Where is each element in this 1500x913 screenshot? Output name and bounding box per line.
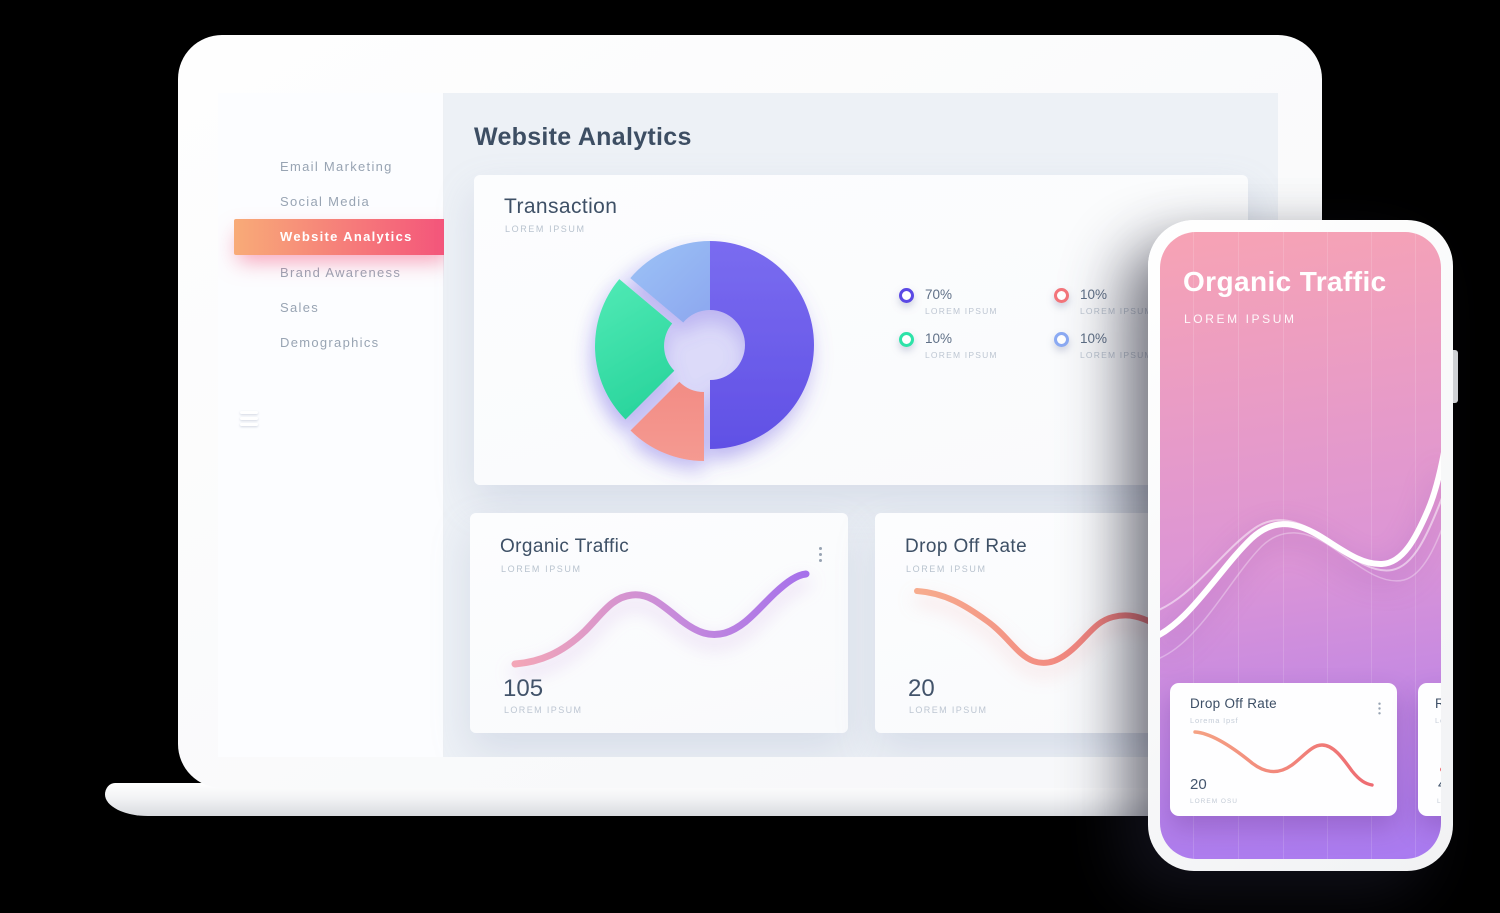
sidebar-item-demographics[interactable]: Demographics xyxy=(280,335,380,350)
grid-line xyxy=(1193,232,1194,859)
transaction-card: Transaction LOREM IPSUM xyxy=(474,175,1248,485)
donut-chart xyxy=(589,240,814,461)
page-title: Website Analytics xyxy=(474,123,692,151)
donut-slice-purple-70[interactable] xyxy=(710,241,814,449)
phone-drop-off-chart xyxy=(1193,730,1374,787)
kebab-menu-icon[interactable] xyxy=(815,543,826,566)
legend-label: LOREM IPSUM xyxy=(925,350,998,360)
legend-ring-coral-icon xyxy=(1054,288,1069,303)
legend-item-green: 10% LOREM IPSUM xyxy=(899,331,1054,360)
donut-slice-blue-10[interactable] xyxy=(630,240,710,323)
phone-drop-off-card: Drop Off Rate Lorema Ipsf 20 LOREM OSU xyxy=(1170,683,1397,816)
transaction-card-subtitle: LOREM IPSUM xyxy=(505,224,586,234)
donut-slice-green-10[interactable] xyxy=(594,279,675,420)
legend-label: LOREM IPSUM xyxy=(1080,306,1153,316)
dropoff-card-value: 20 xyxy=(908,675,935,702)
sidebar-item-sales[interactable]: Sales xyxy=(280,300,320,315)
grid-line xyxy=(1371,232,1372,859)
dropoff-card-value-label: LOREM IPSUM xyxy=(909,705,988,715)
legend-item-coral: 10% LOREM IPSUM xyxy=(1054,287,1214,316)
dropoff-card-subtitle: LOREM IPSUM xyxy=(906,564,987,574)
kebab-menu-icon[interactable] xyxy=(1375,699,1384,717)
organic-card-value-label: LOREM IPSUM xyxy=(504,705,583,715)
donut-slice-coral-10[interactable] xyxy=(630,381,705,461)
donut-legend: 70% LOREM IPSUM 10% LOREM IPSUM xyxy=(899,287,1214,360)
legend-value: 70% xyxy=(925,287,953,302)
sidebar-nav: Email Marketing Social Media Website Ana… xyxy=(218,93,452,360)
phone-screen: Organic Traffic LOREM IPSUM Drop Off Rat… xyxy=(1160,232,1441,859)
organic-card-subtitle: LOREM IPSUM xyxy=(501,564,582,574)
phone-card-title: R xyxy=(1435,696,1441,711)
organic-traffic-card: Organic Traffic LOREM IPSUM 105 LOREM IP… xyxy=(470,513,848,733)
legend-ring-purple-icon xyxy=(899,288,914,303)
phone-card-value-label: LO xyxy=(1437,798,1441,805)
hamburger-icon[interactable] xyxy=(240,411,258,429)
sidebar-item-brand-awareness[interactable]: Brand Awareness xyxy=(280,265,402,280)
grid-line xyxy=(1283,232,1284,859)
sidebar: Email Marketing Social Media Website Ana… xyxy=(218,93,452,757)
organic-card-title: Organic Traffic xyxy=(500,536,630,557)
legend-label: LOREM IPSUM xyxy=(1080,350,1153,360)
sidebar-item-social-media[interactable]: Social Media xyxy=(280,194,371,209)
legend-value: 10% xyxy=(1080,287,1108,302)
legend-value: 10% xyxy=(1080,331,1108,346)
phone-page-subtitle: LOREM IPSUM xyxy=(1184,312,1297,326)
phone-card-title: Drop Off Rate xyxy=(1190,696,1277,711)
grid-line xyxy=(1415,232,1416,859)
legend-label: LOREM IPSUM xyxy=(925,306,998,316)
legend-ring-blue-icon xyxy=(1054,332,1069,347)
phone-card-value-label: LOREM OSU xyxy=(1190,798,1239,805)
sidebar-item-website-analytics[interactable]: Website Analytics xyxy=(234,219,452,255)
phone-card-subtitle: Lo xyxy=(1435,716,1441,725)
legend-item-blue: 10% LOREM IPSUM xyxy=(1054,331,1214,360)
grid-line xyxy=(1327,232,1328,859)
transaction-card-title: Transaction xyxy=(504,195,618,218)
phone-card-value: 4 xyxy=(1438,776,1441,793)
legend-item-purple: 70% LOREM IPSUM xyxy=(899,287,1054,316)
phone-wave-chart xyxy=(1160,451,1441,659)
phone-side-button[interactable] xyxy=(1453,350,1458,403)
dashboard: Email Marketing Social Media Website Ana… xyxy=(218,93,1278,757)
dropoff-card-title: Drop Off Rate xyxy=(905,536,1028,557)
phone-card-value: 20 xyxy=(1190,776,1207,793)
phone-partial-card: R Lo 4 LO xyxy=(1418,683,1441,816)
legend-value: 10% xyxy=(925,331,953,346)
organic-traffic-chart xyxy=(511,570,810,668)
phone-wave-main-line xyxy=(1160,451,1441,638)
phone-wave-echo-line xyxy=(1160,529,1441,659)
phone-mockup: Organic Traffic LOREM IPSUM Drop Off Rat… xyxy=(1148,220,1458,871)
phone-card-subtitle: Lorema Ipsf xyxy=(1190,716,1239,725)
phone-page-title: Organic Traffic xyxy=(1183,266,1387,297)
red-dot-marker xyxy=(1440,767,1441,772)
legend-ring-green-icon xyxy=(899,332,914,347)
grid-line xyxy=(1238,232,1239,859)
sidebar-item-email-marketing[interactable]: Email Marketing xyxy=(280,159,393,174)
organic-card-value: 105 xyxy=(503,675,544,702)
